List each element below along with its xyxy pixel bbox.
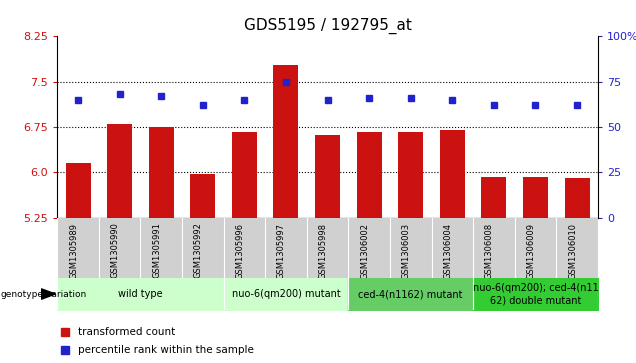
Bar [190,174,215,218]
Text: GSM1305989: GSM1305989 [69,223,78,278]
Text: GSM1306010: GSM1306010 [568,223,577,278]
Text: percentile rank within the sample: percentile rank within the sample [78,345,254,355]
Bar [440,130,465,218]
Bar [481,177,506,218]
Text: GSM1306009: GSM1306009 [527,223,536,278]
Text: GSM1305990: GSM1305990 [111,223,120,278]
Text: GSM1306008: GSM1306008 [485,223,494,279]
Bar [66,163,90,218]
Text: ced-4(n1162) mutant: ced-4(n1162) mutant [359,289,463,299]
Title: GDS5195 / 192795_at: GDS5195 / 192795_at [244,17,411,33]
Bar [398,132,423,218]
Text: nuo-6(qm200) mutant: nuo-6(qm200) mutant [232,289,340,299]
Bar [357,132,382,218]
Text: GSM1305997: GSM1305997 [277,223,286,278]
Text: GSM1305996: GSM1305996 [235,223,244,278]
Text: GSM1305991: GSM1305991 [152,223,161,278]
Bar [149,127,174,218]
Text: transformed count: transformed count [78,327,176,337]
Text: GSM1306004: GSM1306004 [443,223,452,278]
Bar [273,65,298,218]
Text: genotype/variation: genotype/variation [1,290,87,298]
Text: GSM1305992: GSM1305992 [194,223,203,278]
Bar [315,135,340,218]
Text: GSM1305998: GSM1305998 [319,223,328,278]
Bar [523,177,548,218]
Bar [565,179,590,218]
Text: wild type: wild type [118,289,163,299]
Polygon shape [41,289,55,299]
Text: nuo-6(qm200); ced-4(n11
62) double mutant: nuo-6(qm200); ced-4(n11 62) double mutan… [473,283,598,305]
Text: GSM1306003: GSM1306003 [402,223,411,279]
Bar [232,132,257,218]
Text: GSM1306002: GSM1306002 [360,223,369,278]
Bar [107,124,132,218]
